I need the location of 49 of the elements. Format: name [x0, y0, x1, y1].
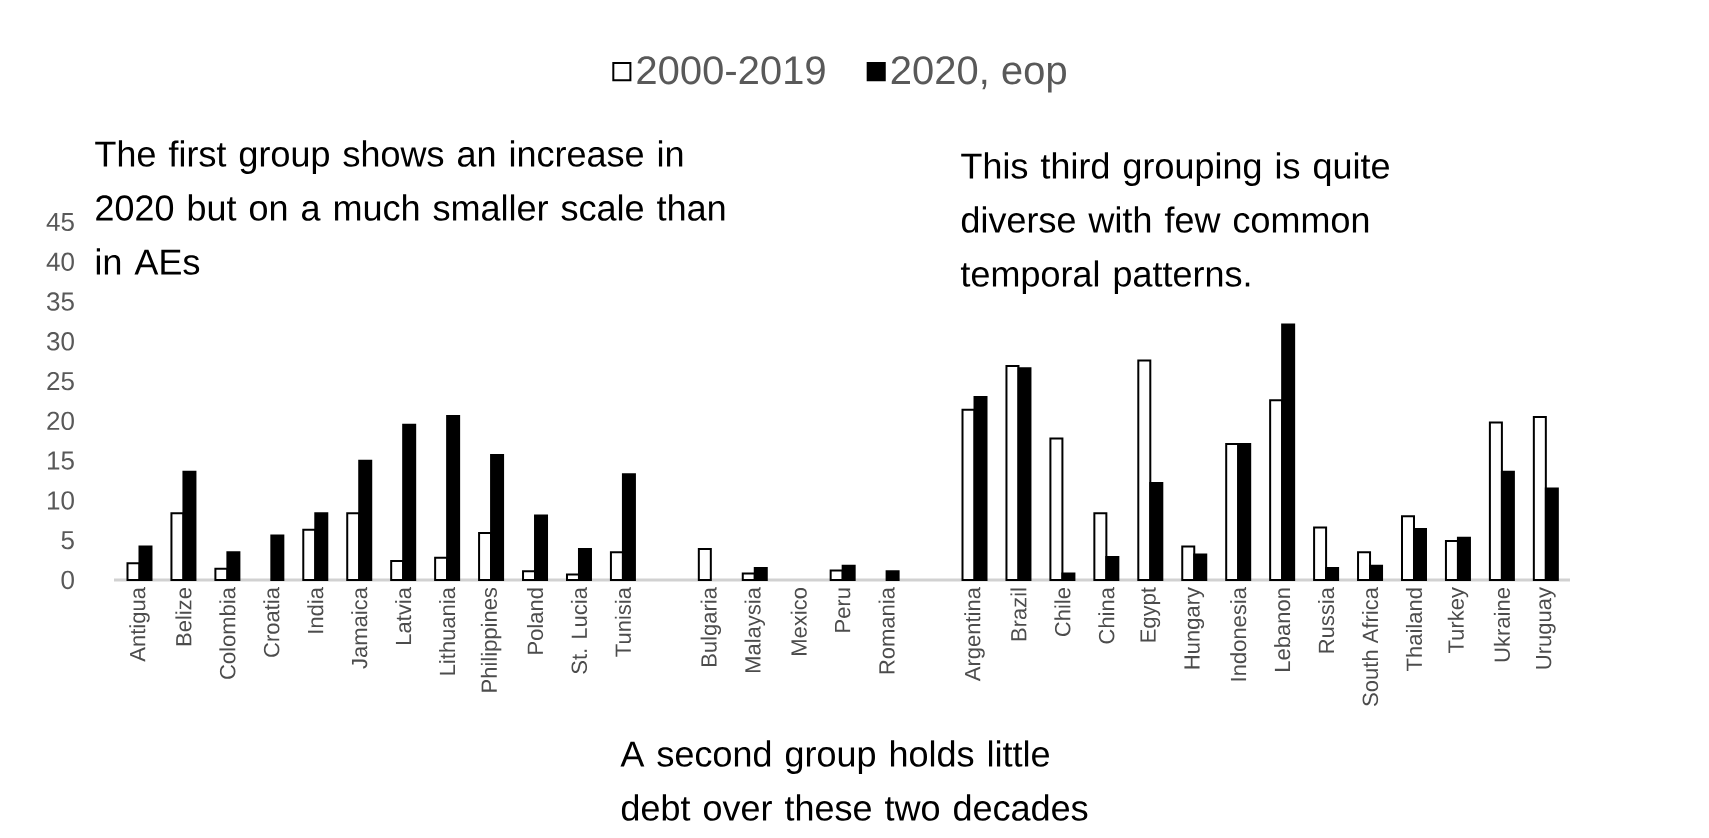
x-tick-label: Uruguay: [1536, 587, 1556, 669]
y-tick-label: 5: [61, 531, 74, 550]
y-tick-label: 40: [46, 252, 74, 271]
legend-label: 2020, eop: [891, 56, 1066, 93]
x-tick-label: Hungary: [1184, 587, 1205, 669]
y-tick-label: 20: [47, 411, 74, 431]
legend-label: 2000-2019: [637, 56, 825, 85]
x-tick-label: Malaysia: [744, 587, 766, 673]
x-tick-label: Belize: [175, 588, 192, 646]
x-tick-label: Egypt: [1140, 587, 1161, 642]
x-tick-label: Ukraine: [1493, 588, 1510, 662]
x-tick-label: Bulgaria: [700, 587, 722, 666]
x-tick-label: Chile: [1054, 588, 1071, 637]
annotation: This third grouping is quite diverse with few common temporal patterns.: [960, 152, 1389, 294]
x-tick-label: Jamaica: [351, 587, 368, 669]
y-tick-label: 10: [47, 491, 74, 510]
text: A second group holds little debt over these two decades: [620, 740, 1088, 821]
y-tick-label: 45: [46, 212, 74, 232]
x-tick-label: Russia: [1318, 587, 1335, 653]
x-tick-label: Brazil: [1010, 588, 1027, 641]
bar: [697, 547, 712, 581]
annotation: The first group shows an increase in 2020 but on a much smaller scale than in AEs: [95, 140, 725, 275]
x-tick-label: Indonesia: [1230, 587, 1247, 681]
x-tick-label: Lithuania: [439, 587, 456, 675]
x-tick-label: Poland: [526, 588, 544, 654]
x-tick-label: St. Lucia: [570, 587, 588, 674]
x-tick-label: Croatia: [263, 587, 280, 657]
x-tick-label: Philippines: [480, 587, 502, 692]
bar: [885, 570, 900, 581]
y-tick-label: 30: [47, 332, 74, 351]
x-tick-label: Colombia: [219, 587, 236, 679]
y-tick-label: 35: [47, 292, 74, 311]
x-tick-label: Mexico: [790, 588, 807, 655]
x-tick-label: Thailand: [1405, 588, 1423, 671]
x-tick-label: China: [1098, 587, 1115, 644]
x-tick-label: Romania: [878, 587, 895, 674]
x-tick-label: Argentina: [964, 587, 985, 682]
y-tick-label: 25: [47, 371, 74, 391]
x-tick-label: Turkey: [1447, 587, 1469, 653]
x-tick-label: Lebanon: [1274, 588, 1291, 671]
y-tick-label: 15: [47, 451, 74, 470]
x-tick-label: South Africa: [1361, 587, 1379, 706]
x-tick-label: Tunisia: [614, 587, 632, 657]
bar: [270, 534, 285, 581]
x-tick-label: Antigua: [129, 587, 150, 662]
y-tick-label: 0: [61, 570, 74, 590]
x-tick-label: India: [307, 587, 324, 633]
x-tick-label: Latvia: [395, 587, 412, 644]
x-tick-label: Peru: [835, 588, 851, 632]
